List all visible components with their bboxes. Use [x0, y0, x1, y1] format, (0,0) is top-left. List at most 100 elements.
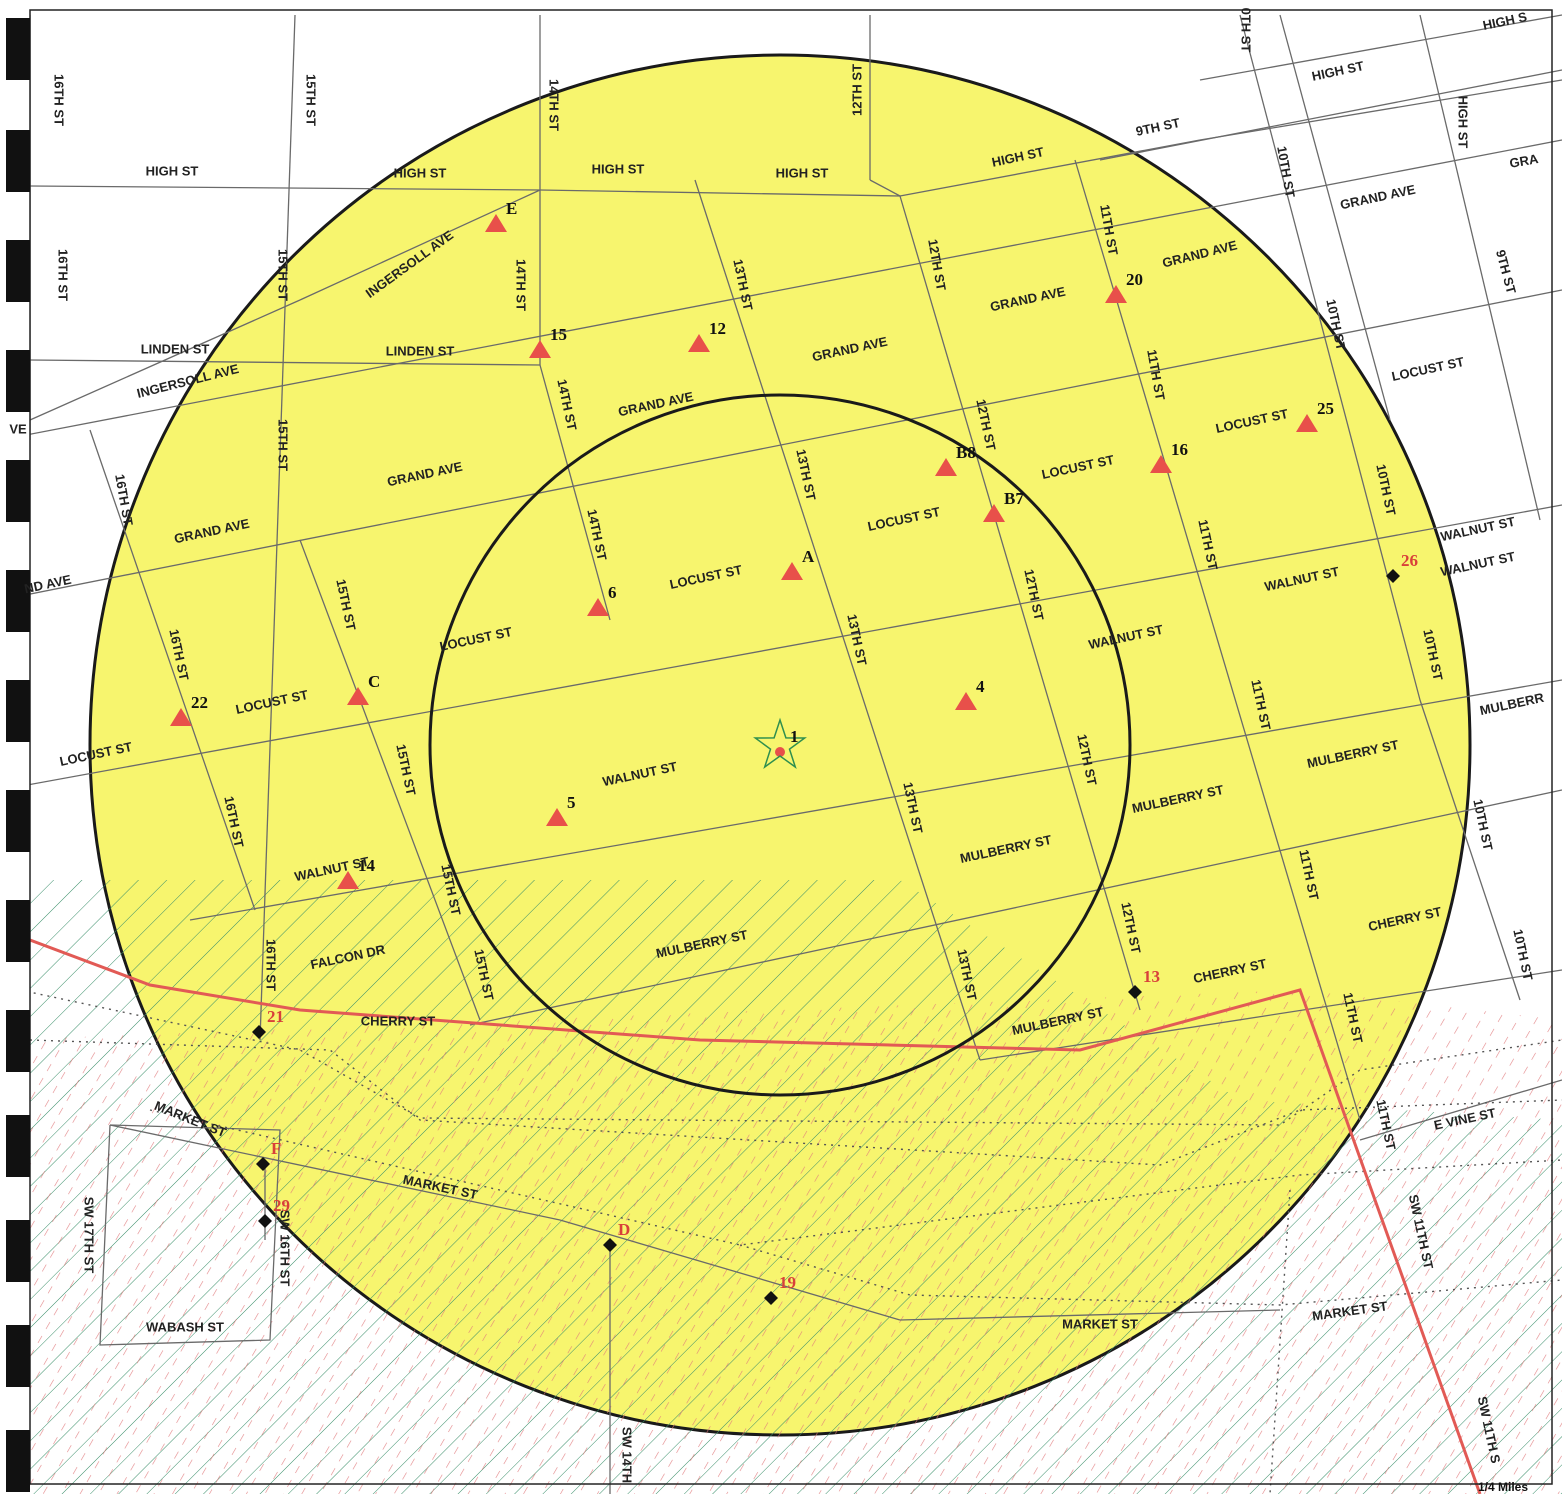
- triangle-marker-icon: [935, 458, 957, 476]
- site-label: E: [506, 199, 517, 218]
- street-label: WABASH ST: [146, 1319, 224, 1334]
- site-f: F: [256, 1139, 281, 1171]
- street-label: LINDEN ST: [386, 343, 455, 358]
- site-label: F: [271, 1139, 281, 1158]
- site-markers: 1 E 15 12 20 25 B8 16 B7 A 6 C 22 4 5 14 26 13 21 F 29 D 19: [170, 199, 1418, 1305]
- street-label: MARKET ST: [1062, 1316, 1138, 1331]
- site-1: 1: [753, 717, 807, 769]
- site-label: 20: [1126, 270, 1143, 289]
- site-4: 4: [955, 677, 985, 710]
- street-label: 15TH ST: [276, 419, 291, 471]
- diamond-marker-icon: [603, 1238, 617, 1252]
- site-6: 6: [587, 583, 617, 616]
- street-label: SW 16TH ST: [278, 1210, 293, 1287]
- site-label: 16: [1171, 440, 1188, 459]
- site-label: 6: [608, 583, 617, 602]
- triangle-marker-icon: [688, 334, 710, 352]
- site-5: 5: [546, 793, 576, 826]
- diamond-marker-icon: [1128, 985, 1142, 999]
- triangle-marker-icon: [1150, 455, 1172, 473]
- site-label: 15: [550, 325, 567, 344]
- boundary-line: [30, 938, 1482, 1494]
- street-label: 16TH ST: [264, 939, 279, 991]
- scale-label: 1/4 Miles: [1478, 1480, 1528, 1494]
- site-label: B8: [956, 443, 976, 462]
- site-label: 21: [267, 1007, 284, 1026]
- site-b7: B7: [983, 489, 1024, 522]
- site-label: B7: [1004, 489, 1024, 508]
- site-22: 22: [170, 693, 208, 726]
- site-19: 19: [764, 1273, 796, 1305]
- triangle-marker-icon: [1296, 414, 1318, 432]
- site-label: 19: [779, 1273, 796, 1292]
- inner-radius-ring: [428, 393, 1132, 1097]
- street-label: 15TH ST: [304, 74, 319, 126]
- street-label: VE: [9, 421, 27, 436]
- site-14: 14: [337, 856, 376, 889]
- site-a: A: [781, 547, 815, 580]
- site-label: 14: [358, 856, 376, 875]
- site-label: D: [618, 1220, 630, 1239]
- site-12: 12: [688, 319, 726, 352]
- center-site-dot: [775, 747, 785, 757]
- site-label: 22: [191, 693, 208, 712]
- site-label: 12: [709, 319, 726, 338]
- site-label: 29: [273, 1196, 290, 1215]
- street-grid: [30, 14, 1562, 1494]
- site-16: 16: [1150, 440, 1188, 473]
- triangle-marker-icon: [347, 687, 369, 705]
- triangle-marker-icon: [529, 340, 551, 358]
- street-label: SW 17TH ST: [82, 1197, 97, 1274]
- site-21: 21: [252, 1007, 284, 1039]
- street-label: SW 14TH: [620, 1427, 635, 1483]
- street-label: 15TH ST: [276, 249, 291, 301]
- red-hatch-zone: [30, 990, 1562, 1494]
- street-label: HIGH ST: [1456, 96, 1471, 149]
- site-15: 15: [529, 325, 567, 358]
- street-label: HIGH ST: [146, 163, 199, 178]
- site-29: 29: [258, 1196, 290, 1228]
- diamond-marker-icon: [256, 1157, 270, 1171]
- diamond-marker-icon: [252, 1025, 266, 1039]
- site-label: 26: [1401, 551, 1418, 570]
- site-c: C: [347, 672, 380, 705]
- triangle-marker-icon: [170, 708, 192, 726]
- site-25: 25: [1296, 399, 1334, 432]
- site-label: 5: [567, 793, 576, 812]
- triangle-marker-icon: [955, 692, 977, 710]
- street-label: 14TH ST: [514, 259, 529, 311]
- street-label: HIGH ST: [394, 165, 447, 180]
- triangle-marker-icon: [983, 504, 1005, 522]
- binding-tabs: [6, 18, 30, 1492]
- site-label: A: [802, 547, 815, 566]
- site-26: 26: [1386, 551, 1418, 583]
- triangle-marker-icon: [587, 598, 609, 616]
- street-label: 16TH ST: [52, 74, 67, 126]
- star-icon: [753, 717, 807, 769]
- street-label: GRA: [1508, 151, 1540, 171]
- triangle-marker-icon: [485, 214, 507, 232]
- site-label: 4: [976, 677, 985, 696]
- site-label: C: [368, 672, 380, 691]
- map-frame: [29, 9, 1553, 1485]
- street-label: LINDEN ST: [141, 341, 210, 356]
- site-d: D: [603, 1220, 630, 1252]
- site-13: 13: [1128, 967, 1160, 999]
- street-label: 0TH ST: [1239, 8, 1254, 53]
- site-label: 13: [1143, 967, 1160, 986]
- street-label: 14TH ST: [547, 79, 562, 131]
- street-label: HIGH ST: [776, 165, 829, 180]
- triangle-marker-icon: [1105, 285, 1127, 303]
- site-label: 25: [1317, 399, 1334, 418]
- site-label: 1: [790, 727, 799, 746]
- street-label: 16TH ST: [56, 249, 71, 301]
- site-e: E: [485, 199, 517, 232]
- diamond-marker-icon: [764, 1291, 778, 1305]
- diamond-marker-icon: [258, 1214, 272, 1228]
- railroad-lines: [30, 991, 1562, 1494]
- site-b8: B8: [935, 443, 976, 476]
- street-label: CHERRY ST: [361, 1013, 435, 1028]
- triangle-marker-icon: [337, 871, 359, 889]
- site-20: 20: [1105, 270, 1143, 303]
